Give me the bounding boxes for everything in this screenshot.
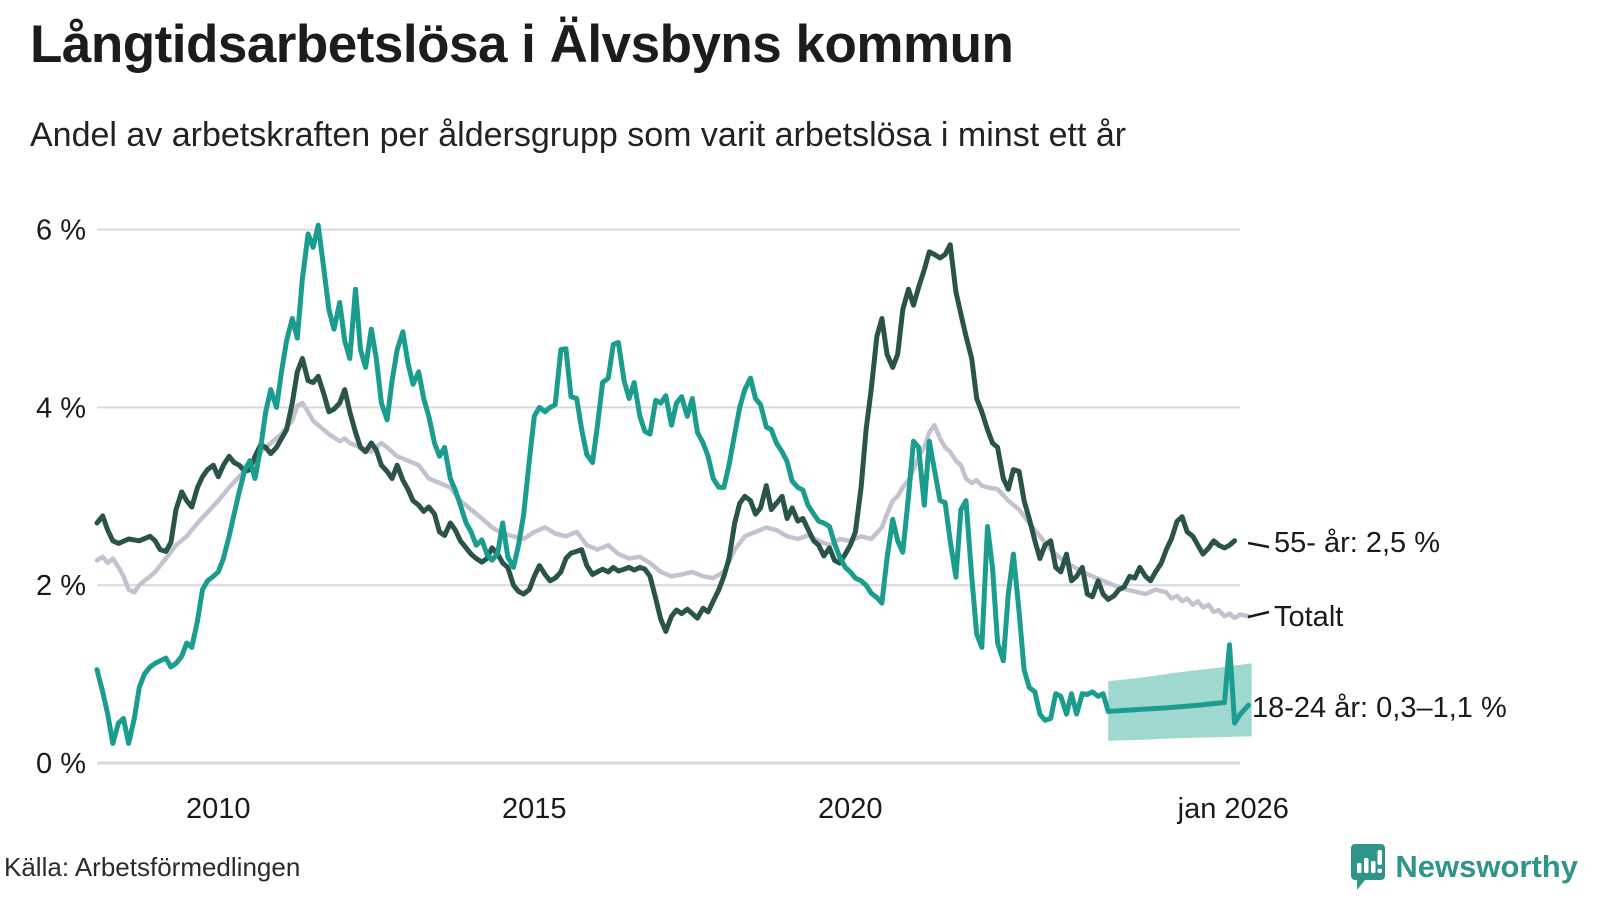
label-tick-55 bbox=[1247, 541, 1270, 549]
y-tick-label: 6 % bbox=[36, 215, 86, 247]
series-label-totalt: Totalt bbox=[1274, 601, 1343, 633]
y-tick-label: 2 % bbox=[36, 570, 86, 602]
series-label-55: 55- år: 2,5 % bbox=[1274, 527, 1440, 559]
label-tick-totalt bbox=[1247, 610, 1270, 619]
forecast-band bbox=[1108, 663, 1252, 741]
gridlines bbox=[97, 228, 1240, 765]
x-tick-label: 2020 bbox=[818, 793, 883, 825]
series-line-55-r bbox=[94, 242, 1238, 634]
y-tick-label: 0 % bbox=[36, 748, 86, 780]
x-tick-label: 2015 bbox=[502, 793, 567, 825]
y-axis-tick-labels: 6 % 4 % 2 % 0 % bbox=[36, 215, 86, 780]
chart-subtitle: Andel av arbetskraften per åldersgrupp s… bbox=[30, 116, 1127, 154]
newsworthy-logo-icon bbox=[1351, 844, 1386, 890]
x-axis-tick-labels: 2010 2015 2020 jan 2026 bbox=[186, 793, 1289, 825]
series-line-18-24-r bbox=[94, 222, 1251, 746]
series-label-18-24: 18-24 år: 0,3–1,1 % bbox=[1252, 692, 1507, 724]
newsworthy-brand: Newsworthy bbox=[1351, 844, 1578, 890]
newsworthy-brand-text: Newsworthy bbox=[1395, 849, 1578, 884]
y-tick-label: 4 % bbox=[36, 392, 86, 424]
x-tick-label: 2010 bbox=[186, 793, 251, 825]
x-tick-label: jan 2026 bbox=[1177, 793, 1289, 825]
series-lines bbox=[94, 222, 1251, 746]
page-title: Långtidsarbetslösa i Älvsbyns kommun bbox=[30, 15, 1014, 74]
source-note: Källa: Arbetsförmedlingen bbox=[4, 852, 301, 882]
